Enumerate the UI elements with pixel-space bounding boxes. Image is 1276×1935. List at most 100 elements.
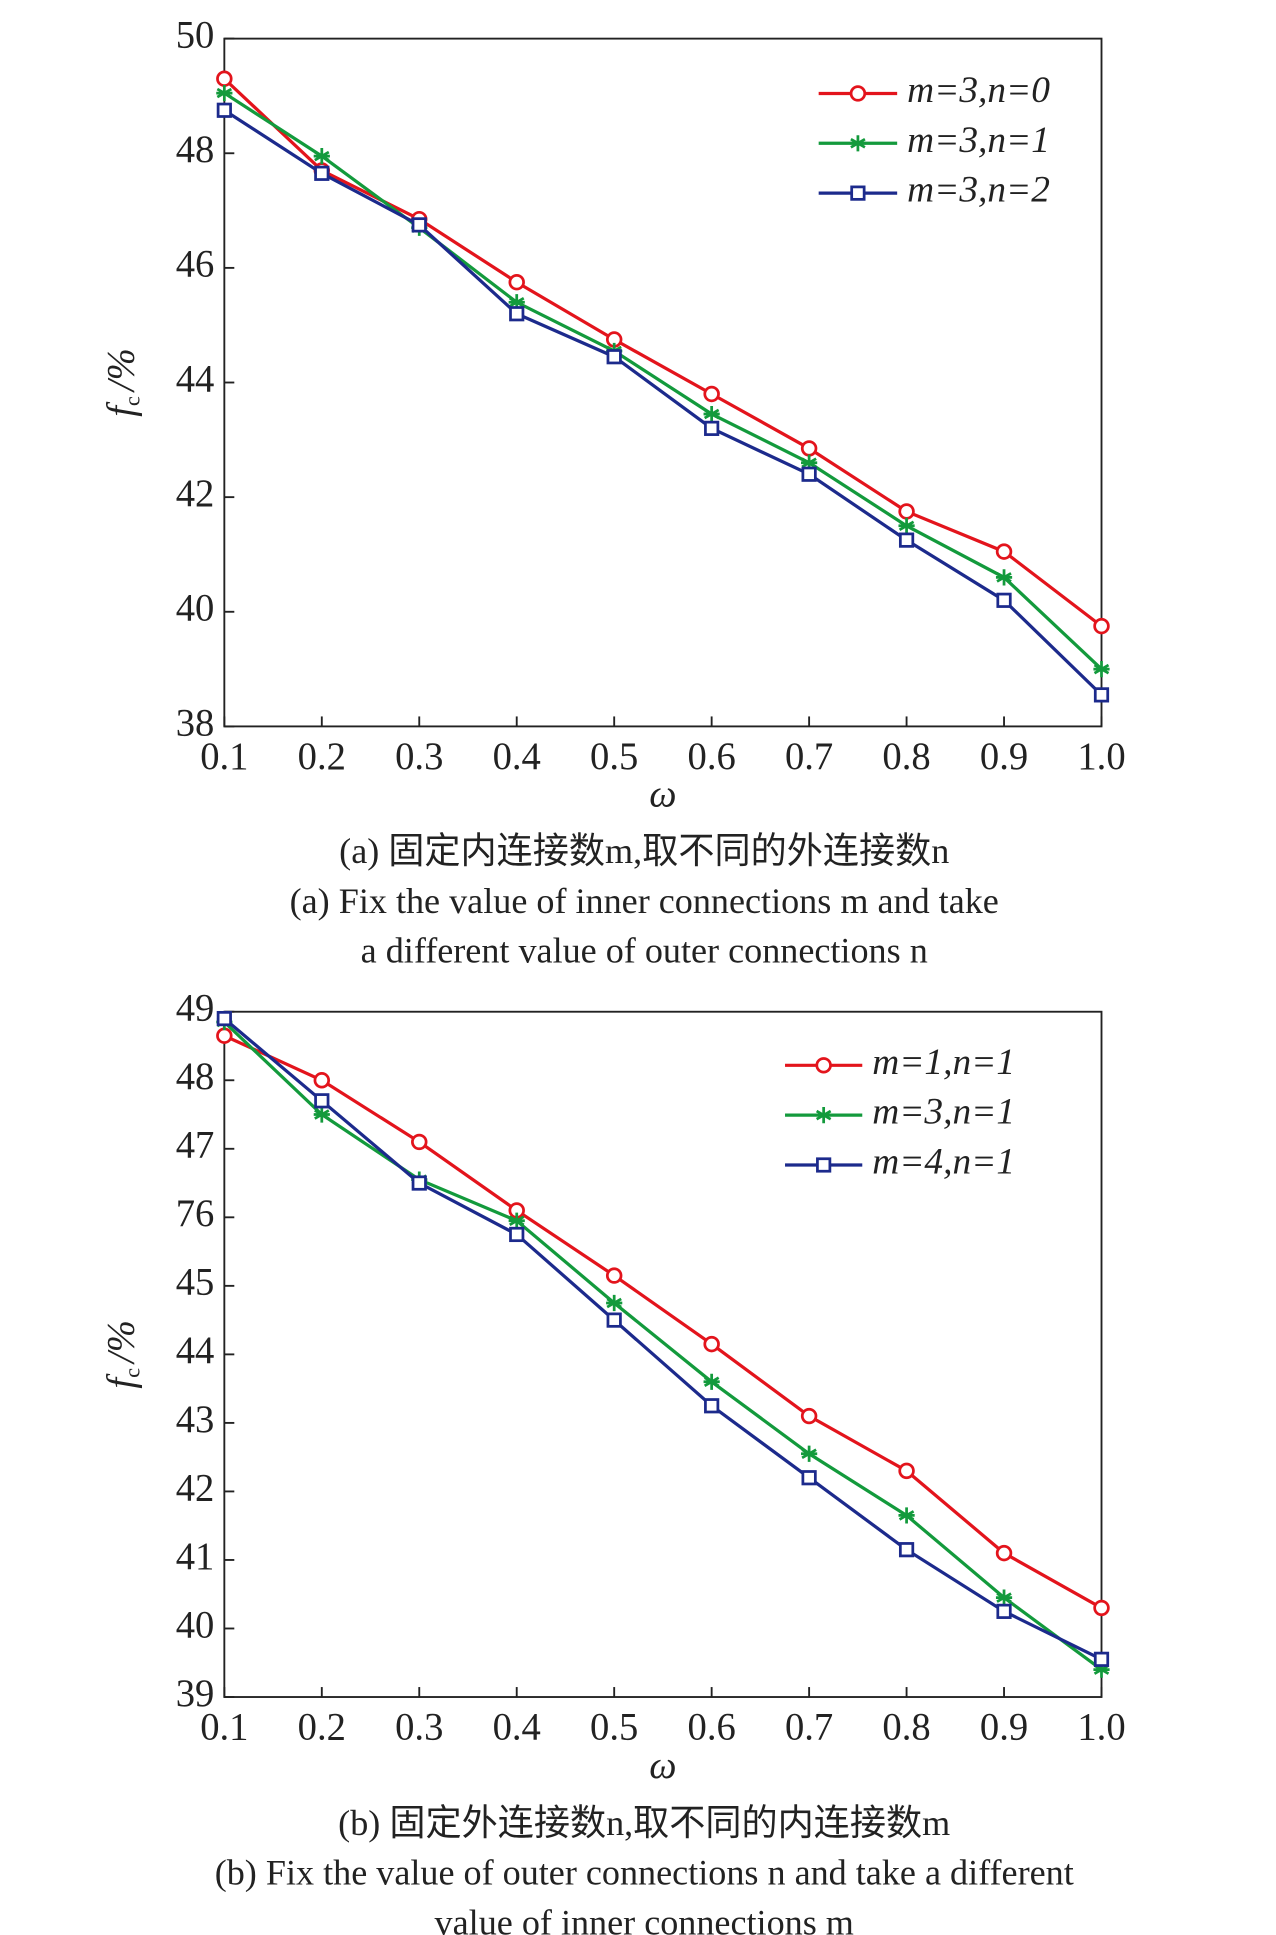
- marker: [801, 454, 818, 471]
- marker: [898, 517, 915, 534]
- marker: [703, 1373, 720, 1390]
- x-tick-label: 1.0: [1077, 736, 1125, 778]
- x-tick-label: 0.3: [395, 1707, 443, 1749]
- marker: [995, 543, 1013, 560]
- marker: [508, 294, 525, 311]
- marker: [605, 1267, 623, 1284]
- series-line: [223, 77, 1103, 628]
- y-axis-subscript: c: [120, 1368, 145, 1378]
- marker: [1093, 1661, 1110, 1678]
- series-line: [223, 1034, 1103, 1610]
- y-axis-unit: /%: [101, 348, 143, 393]
- series-line: [223, 108, 1103, 697]
- marker: [704, 420, 720, 436]
- marker: [314, 1093, 330, 1109]
- marker: [801, 1470, 817, 1486]
- x-tick-label: 1.0: [1077, 1707, 1125, 1749]
- marker: [411, 1175, 427, 1191]
- y-axis-subscript: c: [120, 396, 145, 406]
- marker: [509, 306, 525, 322]
- marker: [703, 405, 720, 423]
- y-tick-label: 45: [176, 1262, 215, 1304]
- x-tick-label: 0.9: [980, 1707, 1028, 1749]
- legend-label: m=1,n=1: [872, 1042, 1015, 1083]
- x-tick-label: 0.6: [688, 1707, 736, 1749]
- legend-marker: [815, 1107, 832, 1124]
- x-tick-label: 0.2: [298, 1707, 346, 1749]
- series-line: [223, 1020, 1103, 1671]
- marker: [216, 84, 233, 102]
- legend-label: m=3,n=0: [907, 70, 1050, 111]
- y-tick-label: 39: [176, 1673, 215, 1715]
- marker: [606, 349, 622, 365]
- x-tick-label: 0.6: [688, 736, 736, 778]
- legend-marker: [850, 185, 866, 201]
- legend-marker: [849, 85, 867, 102]
- legend-marker: [815, 1057, 832, 1074]
- marker: [996, 1603, 1012, 1619]
- marker: [704, 1398, 720, 1414]
- marker: [508, 273, 525, 291]
- legend-label: m=4,n=1: [872, 1142, 1015, 1183]
- marker: [898, 532, 915, 548]
- y-tick-label: 41: [176, 1536, 215, 1578]
- x-tick-label: 0.9: [980, 736, 1028, 778]
- marker: [509, 1226, 525, 1243]
- caption: (b) Fix the value of outer connections n…: [215, 1853, 1074, 1893]
- marker: [313, 148, 330, 165]
- y-tick-label: 46: [176, 244, 215, 286]
- caption: (b) 固定外连接数n,取不同的内连接数m: [338, 1803, 950, 1843]
- x-tick-label: 0.8: [882, 736, 930, 778]
- x-tick-label: 0.1: [200, 1707, 248, 1749]
- x-tick-label: 0.5: [590, 1707, 638, 1749]
- marker: [1093, 617, 1110, 635]
- legend-marker: [816, 1157, 832, 1173]
- y-tick-label: 48: [176, 1056, 215, 1098]
- x-tick-label: 0.7: [785, 736, 833, 778]
- caption: (a) Fix the value of inner connections m…: [290, 881, 999, 921]
- marker: [411, 217, 427, 233]
- marker: [216, 1027, 233, 1044]
- marker: [411, 1133, 428, 1151]
- series-line: [223, 91, 1103, 671]
- y-tick-label: 48: [176, 129, 215, 171]
- marker: [898, 1542, 915, 1558]
- marker: [800, 440, 818, 457]
- y-tick-label: 43: [176, 1399, 215, 1441]
- y-tick-label: 76: [176, 1193, 215, 1235]
- marker: [995, 1589, 1013, 1606]
- marker: [216, 102, 232, 118]
- legend-label: m=3,n=2: [907, 170, 1050, 211]
- marker: [703, 1335, 720, 1353]
- marker: [898, 1507, 915, 1524]
- caption: value of inner connections m: [435, 1903, 854, 1935]
- y-axis-label: fc/%: [101, 1320, 145, 1389]
- y-tick-label: 42: [176, 1467, 215, 1509]
- marker: [313, 1106, 330, 1123]
- y-tick-label: 42: [176, 473, 215, 515]
- caption: (a) 固定内连接数m,取不同的外连接数n: [339, 831, 949, 871]
- y-tick-label: 40: [176, 1604, 215, 1646]
- marker: [1093, 1651, 1110, 1667]
- y-tick-label: 47: [176, 1125, 215, 1167]
- x-tick-label: 0.8: [882, 1707, 930, 1749]
- y-axis-unit: /%: [101, 1320, 143, 1365]
- marker: [995, 1544, 1013, 1562]
- legend-label: m=3,n=1: [907, 120, 1050, 161]
- y-axis-label: fc/%: [101, 348, 145, 417]
- y-tick-label: 38: [176, 702, 215, 744]
- marker: [995, 569, 1013, 586]
- marker: [898, 503, 915, 520]
- x-tick-label: 0.5: [590, 736, 638, 778]
- marker: [216, 70, 233, 87]
- marker: [801, 1445, 818, 1462]
- x-tick-label: 0.2: [298, 736, 346, 778]
- marker: [1093, 660, 1110, 678]
- marker: [898, 1462, 915, 1480]
- marker: [1093, 1599, 1110, 1617]
- x-tick-label: 0.3: [395, 736, 443, 778]
- marker: [800, 1407, 818, 1425]
- marker: [801, 466, 817, 482]
- legend-label: m=3,n=1: [872, 1092, 1015, 1133]
